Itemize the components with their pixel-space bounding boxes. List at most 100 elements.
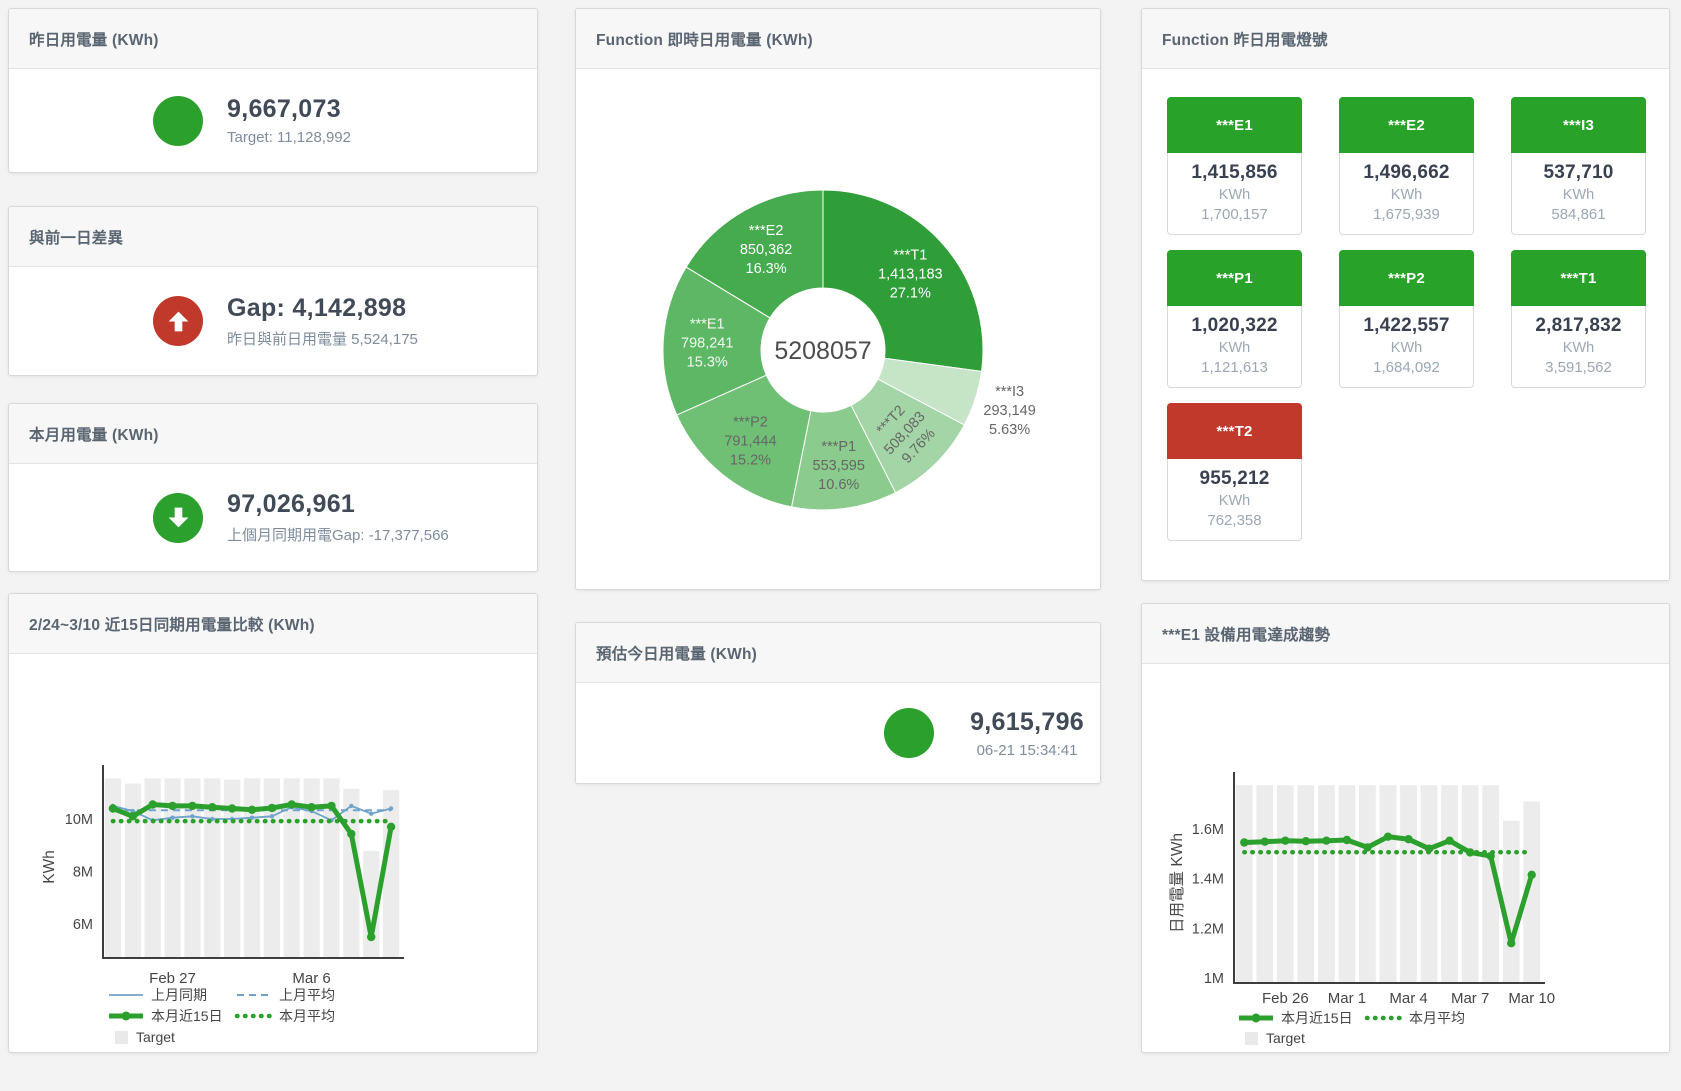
target-bar[interactable] bbox=[363, 851, 380, 958]
svg-text:本月平均: 本月平均 bbox=[279, 1008, 335, 1024]
target-bar[interactable] bbox=[1482, 785, 1499, 983]
y-tick-label: 1M bbox=[1204, 971, 1224, 987]
target-bar[interactable] bbox=[243, 778, 261, 958]
data-point bbox=[1465, 848, 1475, 857]
target-bar[interactable] bbox=[1379, 785, 1397, 983]
data-point bbox=[1486, 851, 1495, 861]
target-bar[interactable] bbox=[1256, 785, 1274, 983]
panel-title: Function 即時日用電量 (KWh) bbox=[596, 31, 813, 49]
panel-header: 昨日用電量 (KWh) bbox=[9, 9, 537, 69]
panel-header: ***E1 設備用電達成趨勢 bbox=[1142, 604, 1669, 664]
target-bar[interactable] bbox=[1297, 785, 1315, 983]
arrow-up-circle-icon bbox=[153, 296, 203, 346]
panel-body: ***E1 1,415,856 KWh 1,700,157 ***E2 1,496,662… bbox=[1142, 69, 1669, 580]
donut-slice-label: ***P1 553,595 10.6% bbox=[813, 439, 865, 493]
legend-item-thin[interactable]: 上月同期 bbox=[109, 987, 207, 1003]
data-point bbox=[287, 800, 296, 809]
data-point bbox=[1260, 837, 1269, 846]
x-tick-label: Feb 27 bbox=[149, 970, 196, 987]
data-point bbox=[247, 805, 257, 814]
stat-value: 9,667,073 bbox=[227, 95, 341, 123]
target-bar[interactable] bbox=[1523, 801, 1541, 983]
target-bar[interactable] bbox=[323, 778, 340, 958]
panel-body: 6M 8M 10M KWh Feb 27 Mar 6 上月同期 上月平均 本月近15日 本月平均 T… bbox=[9, 654, 537, 1052]
target-bar[interactable] bbox=[1441, 785, 1458, 983]
legend-item-thick[interactable]: 本月近15日 bbox=[1239, 1010, 1353, 1026]
data-point bbox=[188, 801, 197, 811]
y-tick-label: 1.2M bbox=[1192, 921, 1224, 937]
target-bar[interactable] bbox=[1461, 785, 1479, 983]
legend-item-dashed[interactable]: 上月平均 bbox=[237, 987, 335, 1003]
status-circle-icon bbox=[884, 708, 935, 758]
target-bar[interactable] bbox=[224, 779, 241, 958]
panel-header: Function 即時日用電量 (KWh) bbox=[576, 9, 1100, 69]
panel-title: Function 昨日用電燈號 bbox=[1162, 31, 1328, 49]
tile-unit: KWh bbox=[1218, 340, 1251, 356]
donut-slice-P2[interactable] bbox=[676, 374, 812, 508]
data-point bbox=[388, 806, 394, 811]
target-bar[interactable] bbox=[263, 778, 280, 958]
panel-day-gap: 與前一日差異 Gap: 4,142,898 昨日與前日用電量 5,524,175 bbox=[8, 206, 538, 376]
data-point bbox=[148, 800, 157, 809]
tile-name: ***P1 bbox=[1167, 250, 1302, 306]
target-bar[interactable] bbox=[104, 778, 122, 958]
panel-month-usage: 本月用電量 (KWh) 97,026,961 上個月同期用電Gap: -17,3… bbox=[8, 403, 538, 572]
target-bar[interactable] bbox=[382, 790, 400, 958]
target-bar[interactable] bbox=[1276, 785, 1294, 983]
svg-text:上月同期: 上月同期 bbox=[151, 987, 207, 1003]
tile-value: 1,020,322 bbox=[1191, 315, 1278, 336]
panel-header: 與前一日差異 bbox=[9, 207, 537, 267]
donut-slice-T1[interactable] bbox=[822, 189, 984, 372]
data-point bbox=[349, 803, 354, 809]
target-bar[interactable] bbox=[144, 778, 161, 958]
target-bar[interactable] bbox=[184, 778, 201, 958]
donut-slice-E2[interactable] bbox=[685, 189, 824, 319]
legend-item-thick[interactable]: 本月近15日 bbox=[109, 1008, 223, 1024]
target-bar[interactable] bbox=[1235, 785, 1253, 983]
panel-lights: Function 昨日用電燈號 ***E1 1,415,856 KWh 1,700,1… bbox=[1141, 8, 1670, 581]
legend-item-dotted[interactable]: 本月平均 bbox=[234, 1008, 335, 1024]
data-point bbox=[267, 803, 277, 813]
target-bar[interactable] bbox=[1338, 785, 1356, 983]
target-bar[interactable] bbox=[1359, 785, 1376, 983]
tile-name: ***E1 bbox=[1167, 97, 1302, 153]
tile-target: 1,700,157 bbox=[1201, 206, 1268, 223]
panel-title: ***E1 設備用電達成趨勢 bbox=[1162, 626, 1331, 644]
target-bar[interactable] bbox=[303, 778, 320, 958]
legend-item-square[interactable]: Target bbox=[1245, 1030, 1305, 1046]
panel-body: 9,667,073 Target: 11,128,992 bbox=[9, 69, 537, 172]
data-point bbox=[249, 815, 255, 820]
status-tile-E2: ***E2 1,496,662 KWh 1,675,939 bbox=[1339, 97, 1474, 235]
target-bar[interactable] bbox=[1318, 785, 1335, 983]
legend-item-square[interactable]: Target bbox=[115, 1029, 175, 1045]
donut-chart[interactable]: ***T1 1,413,183 27.1%***I3 293,149 5.63%***T… bbox=[576, 69, 1100, 589]
target-bar[interactable] bbox=[283, 778, 300, 958]
tile-name: ***T1 bbox=[1511, 250, 1646, 306]
panel-header: 預估今日用電量 (KWh) bbox=[576, 623, 1100, 683]
tile-value: 955,212 bbox=[1199, 468, 1270, 489]
target-bar[interactable] bbox=[1502, 820, 1520, 983]
target-bar[interactable] bbox=[124, 783, 141, 958]
panel-yesterday-usage: 昨日用電量 (KWh) 9,667,073 Target: 11,128,992 bbox=[8, 8, 538, 173]
data-point bbox=[269, 814, 275, 819]
svg-text:上月平均: 上月平均 bbox=[279, 987, 335, 1003]
data-point bbox=[1527, 870, 1536, 879]
panel-title: 昨日用電量 (KWh) bbox=[29, 31, 159, 49]
donut-slice-E1[interactable] bbox=[662, 266, 771, 416]
data-point bbox=[130, 808, 135, 814]
legend-item-dotted[interactable]: 本月平均 bbox=[1364, 1010, 1465, 1026]
donut-slice-label: ***P2 791,444 15.2% bbox=[724, 415, 776, 469]
tile-body: 955,212 KWh 762,358 bbox=[1167, 459, 1302, 541]
trend-chart[interactable]: 1M 1.2M 1.4M 1.6M 日用電量 KWh Feb 26 Mar 1 Mar 4 Ma… bbox=[1142, 664, 1669, 1052]
tile-value: 2,817,832 bbox=[1535, 315, 1622, 336]
data-point bbox=[327, 801, 336, 811]
data-point bbox=[108, 804, 118, 813]
target-bar[interactable] bbox=[1420, 785, 1438, 983]
target-bar[interactable] bbox=[1400, 785, 1417, 983]
svg-text:Target: Target bbox=[136, 1029, 175, 1045]
panel-trend-chart: ***E1 設備用電達成趨勢 1M 1.2M 1.4M 1.6M 日用電量 KWh Feb… bbox=[1141, 603, 1670, 1053]
y-tick-label: 10M bbox=[65, 812, 93, 828]
tile-unit: KWh bbox=[1562, 187, 1595, 203]
